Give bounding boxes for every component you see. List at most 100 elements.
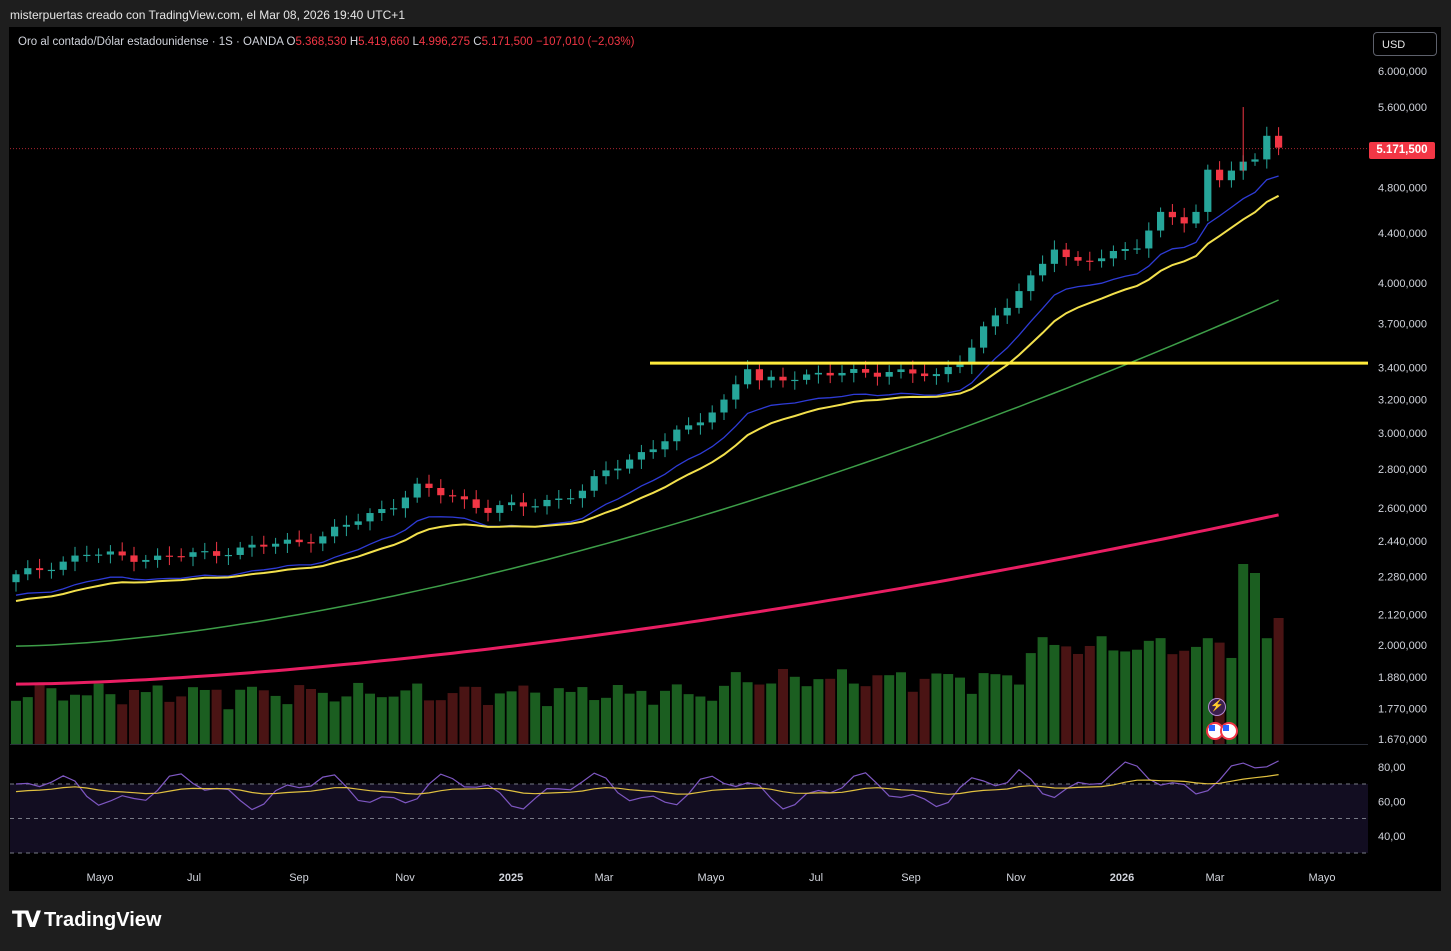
x-tick-label: Mar xyxy=(595,872,614,884)
volume-bar xyxy=(896,672,906,744)
candle-body xyxy=(319,536,327,544)
candle-body xyxy=(814,372,822,375)
candle-body xyxy=(1121,249,1129,251)
candle-body xyxy=(165,555,173,557)
candle-body xyxy=(118,551,126,556)
rsi-tick-label: 80,00 xyxy=(1378,762,1406,774)
volume-bar xyxy=(1167,654,1178,744)
volume-bar xyxy=(400,690,411,744)
x-tick-label: Mayo xyxy=(87,872,114,884)
candle-body xyxy=(1263,135,1271,160)
candle-body xyxy=(1192,211,1200,224)
candle-body xyxy=(484,507,492,513)
volume-bar xyxy=(1202,638,1213,744)
candle-body xyxy=(95,554,103,556)
volume-bar xyxy=(412,683,423,744)
candle-body xyxy=(1062,249,1070,258)
ema-green-line xyxy=(15,299,1279,647)
x-tick-label: Sep xyxy=(901,872,921,884)
candle-body xyxy=(1098,258,1106,262)
candle-body xyxy=(803,374,811,380)
candle-body xyxy=(248,544,256,548)
candle-body xyxy=(390,508,398,510)
y-tick-label: 2.440,000 xyxy=(1378,536,1427,548)
candle-body xyxy=(578,490,586,499)
volume-bar xyxy=(471,686,482,744)
candle-body xyxy=(449,495,457,497)
brand-name: TradingView xyxy=(44,909,162,931)
x-tick-label: Mayo xyxy=(698,872,725,884)
candle-body xyxy=(1050,249,1058,264)
candle-body xyxy=(378,509,386,514)
candle-body xyxy=(460,496,468,500)
volume-bar xyxy=(966,693,977,744)
x-tick-label: Nov xyxy=(395,872,415,884)
volume-bar xyxy=(860,686,871,744)
y-tick-label: 5.600,000 xyxy=(1378,102,1427,114)
volume-bar xyxy=(435,700,446,744)
volume-bar xyxy=(955,677,965,744)
volume-bar xyxy=(648,704,659,744)
candle-body xyxy=(177,556,185,558)
tradingview-brand[interactable]: TV TradingView xyxy=(12,908,162,933)
candle-body xyxy=(626,459,634,469)
low-label: L xyxy=(412,36,419,48)
volume-bar xyxy=(778,668,788,744)
volume-bar xyxy=(105,694,116,744)
open-label: O xyxy=(286,36,296,48)
candle-body xyxy=(661,441,669,450)
y-tick-label: 2.800,000 xyxy=(1378,464,1427,476)
ema-blue-line xyxy=(15,175,1279,596)
volume-bar xyxy=(754,684,765,744)
ema-red-line xyxy=(15,513,1279,686)
low-value: 4.996,275 xyxy=(418,36,471,48)
volume-bar xyxy=(990,674,1001,744)
candle-body xyxy=(83,554,91,557)
volume-bar xyxy=(1120,651,1131,744)
y-tick-label: 1.770,000 xyxy=(1378,704,1427,716)
candle-body xyxy=(1039,263,1047,276)
symbol-legend[interactable]: Oro al contado/Dólar estadounidense · 1S… xyxy=(18,36,634,48)
y-tick-label: 3.200,000 xyxy=(1378,394,1427,406)
y-tick-label: 4.800,000 xyxy=(1378,183,1427,195)
volume-bar xyxy=(943,674,954,744)
y-tick-label: 6.000,000 xyxy=(1378,66,1427,78)
candle-body xyxy=(567,498,575,500)
chart-area[interactable] xyxy=(9,27,1441,891)
candle-body xyxy=(59,561,67,570)
volume-bar xyxy=(801,686,812,744)
candle-body xyxy=(685,425,693,430)
event-bolt-icon[interactable]: ⚡ xyxy=(1208,698,1226,716)
volume-bar xyxy=(1073,653,1083,744)
us-flag-icon[interactable] xyxy=(1220,722,1238,740)
candle-body xyxy=(106,551,114,555)
volume-bar xyxy=(1143,640,1154,744)
volume-bar xyxy=(837,669,847,744)
volume-bar xyxy=(1014,684,1024,744)
candle-body xyxy=(496,505,504,513)
currency-button[interactable]: USD xyxy=(1373,32,1437,56)
x-tick-label: Jul xyxy=(809,872,823,884)
volume-bar xyxy=(565,691,576,744)
change-value: −107,010 (−2,03%) xyxy=(535,36,635,48)
close-label: C xyxy=(473,36,482,48)
x-tick-label: Jul xyxy=(187,872,201,884)
volume-bar xyxy=(317,692,328,744)
candle-body xyxy=(897,369,905,373)
chart-caption: misterpuertas creado con TradingView.com… xyxy=(10,8,405,22)
volume-bar xyxy=(1179,650,1190,744)
candle-body xyxy=(555,498,563,500)
y-tick-label: 1.880,000 xyxy=(1378,672,1427,684)
candle-body xyxy=(472,499,480,508)
volume-bar xyxy=(766,683,777,744)
volume-bar xyxy=(660,690,670,744)
volume-bar xyxy=(483,704,493,744)
candle-body xyxy=(732,384,740,400)
volume-bar xyxy=(1108,650,1119,744)
volume-bar xyxy=(188,687,198,744)
candle-body xyxy=(508,502,516,506)
volume-bar xyxy=(58,700,69,744)
volume-bar xyxy=(117,704,128,744)
volume-bar xyxy=(223,709,234,744)
volume-bar xyxy=(1037,637,1048,744)
